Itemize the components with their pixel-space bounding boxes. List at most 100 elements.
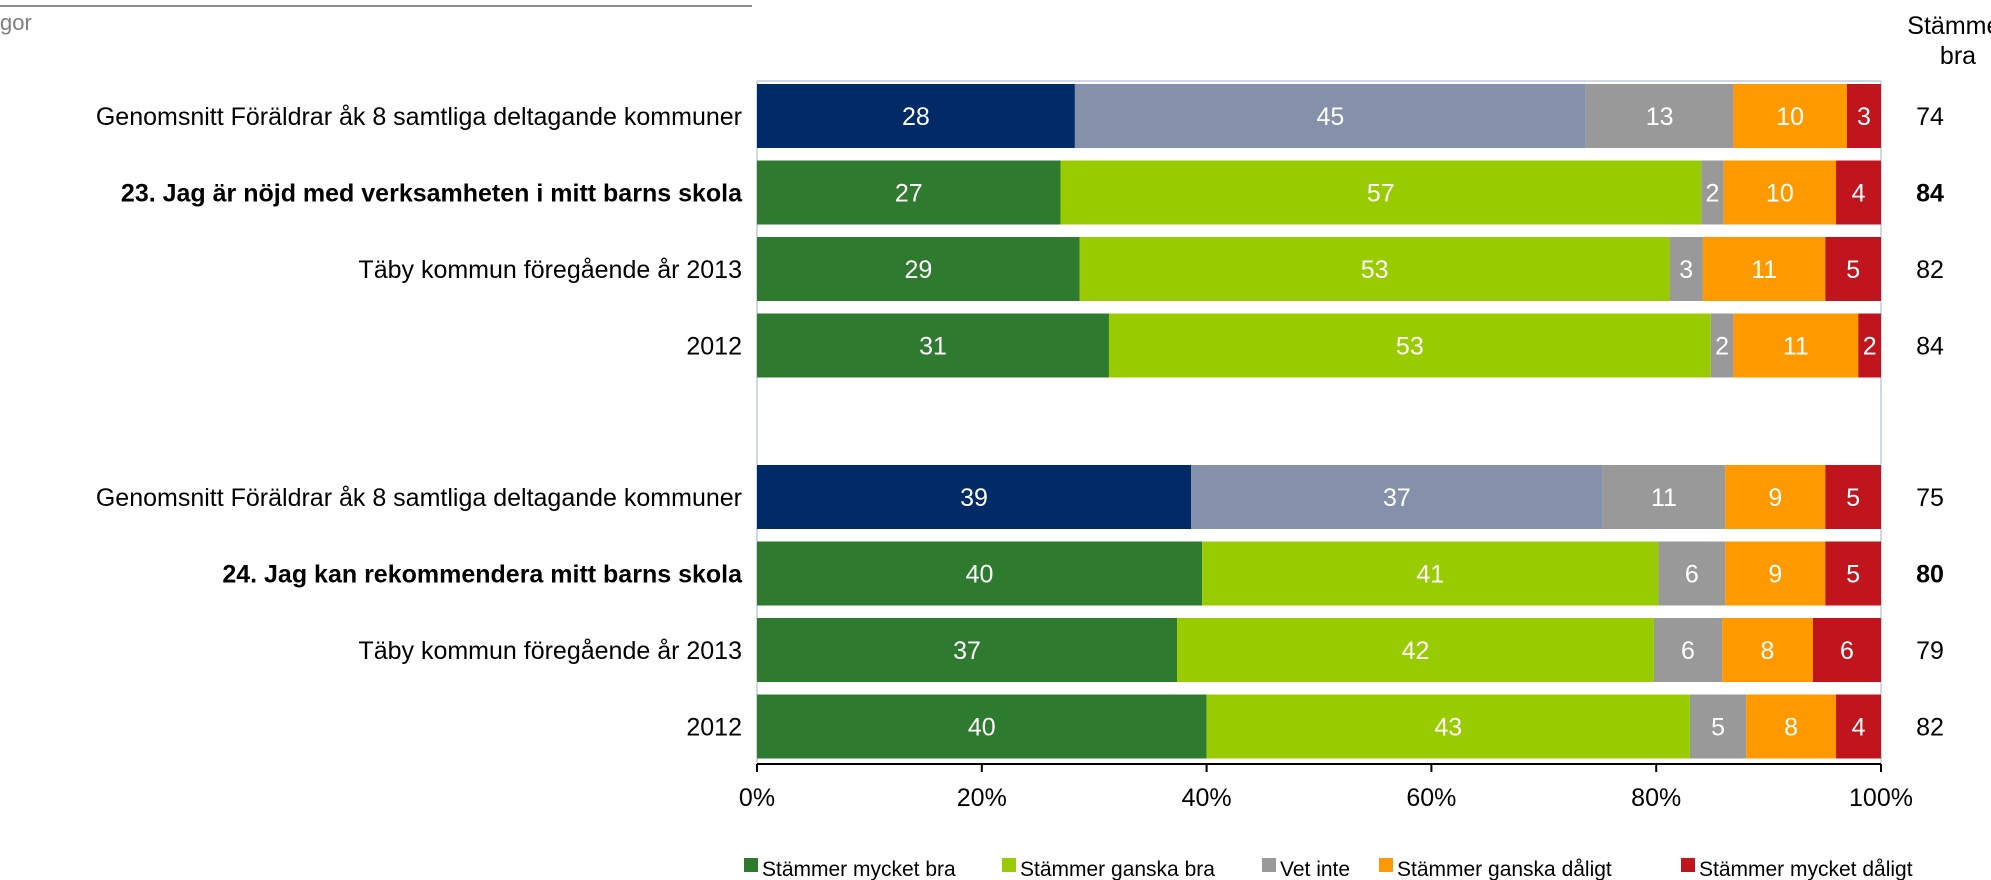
stammer-bra-value: 75 (1916, 484, 1944, 512)
bar-segment-st-mmer-ganska-bra (1074, 84, 1586, 148)
data-label: 37 (1383, 484, 1411, 512)
bar-segment-st-mmer-mycket-bra (757, 694, 1207, 759)
category-label: Genomsnitt Föräldrar åk 8 samtliga delta… (96, 484, 742, 512)
bar-segment-st-mmer-ganska-d-ligt (1723, 160, 1837, 225)
data-label: 9 (1768, 484, 1782, 512)
bar-segment-st-mmer-ganska-bra (1177, 618, 1654, 682)
data-label: 53 (1361, 256, 1389, 284)
data-label: 4 (1852, 180, 1866, 208)
data-label: 10 (1766, 180, 1794, 208)
data-label: 28 (902, 103, 930, 131)
category-label: 23. Jag är nöjd med verksamheten i mitt … (121, 180, 743, 208)
bar-segment-st-mmer-mycket-d-ligt (1858, 313, 1881, 378)
bar-segment-st-mmer-mycket-bra (757, 84, 1075, 148)
bar-segment-vet-inte (1710, 313, 1734, 378)
bar-segment-st-mmer-mycket-d-ligt (1812, 618, 1881, 682)
bar-segment-st-mmer-mycket-d-ligt (1825, 465, 1881, 529)
data-label: 57 (1367, 180, 1395, 208)
data-label: 45 (1316, 103, 1344, 131)
stammer-bra-value: 82 (1916, 256, 1944, 284)
data-label: 5 (1846, 484, 1860, 512)
data-label: 41 (1416, 561, 1444, 589)
category-label: Täby kommun föregående år 2013 (358, 637, 742, 665)
bar-segment-st-mmer-mycket-d-ligt (1836, 160, 1881, 225)
category-label: 2012 (686, 714, 742, 742)
column-header-stammer-bra: bra (1940, 42, 1976, 70)
data-label: 5 (1711, 714, 1725, 742)
data-label: 3 (1857, 103, 1871, 131)
bar-segment-vet-inte (1658, 541, 1726, 606)
data-label: 5 (1846, 561, 1860, 589)
x-tick-label: 40% (1182, 784, 1232, 812)
bar-segment-vet-inte (1585, 84, 1734, 148)
legend-swatch (1681, 858, 1695, 872)
data-label: 6 (1681, 637, 1695, 665)
data-label: 8 (1761, 637, 1775, 665)
bar-segment-st-mmer-mycket-bra (757, 541, 1203, 606)
legend-entry: Stämmer mycket dåligt (1699, 858, 1913, 880)
x-tick-label: 0% (739, 784, 775, 812)
data-label: 2 (1705, 180, 1719, 208)
category-label: Genomsnitt Föräldrar åk 8 samtliga delta… (96, 103, 742, 131)
bar-segment-st-mmer-ganska-bra (1079, 237, 1670, 301)
bar-segment-vet-inte (1689, 694, 1747, 759)
data-label: 11 (1783, 333, 1809, 361)
bar-segment-st-mmer-mycket-d-ligt (1825, 237, 1881, 301)
legend-entry: Vet inte (1280, 858, 1350, 880)
data-label: 13 (1646, 103, 1674, 131)
stammer-bra-value: 84 (1916, 333, 1944, 361)
data-label: 9 (1768, 561, 1782, 589)
bar-segment-vet-inte (1701, 160, 1724, 225)
legend-swatch (1262, 858, 1276, 872)
stammer-bra-value: 80 (1916, 561, 1944, 589)
data-label: 40 (966, 561, 994, 589)
legend-swatch (1002, 858, 1016, 872)
stammer-bra-value: 74 (1916, 103, 1944, 131)
bar-segment-st-mmer-mycket-bra (757, 160, 1061, 225)
bar-segment-st-mmer-ganska-d-ligt (1733, 84, 1847, 148)
category-label: 2012 (686, 333, 742, 361)
data-label: 31 (919, 333, 947, 361)
bar-segment-st-mmer-ganska-d-ligt (1722, 618, 1813, 682)
data-label: 11 (1651, 484, 1677, 512)
legend-swatch (1379, 858, 1393, 872)
data-label: 8 (1784, 714, 1798, 742)
header-rule (0, 5, 752, 7)
bar-segment-st-mmer-mycket-bra (757, 618, 1178, 682)
data-label: 53 (1396, 333, 1424, 361)
legend-entry: Stämmer mycket bra (762, 858, 956, 880)
bar-segment-vet-inte (1669, 237, 1703, 301)
x-tick-label: 60% (1406, 784, 1456, 812)
x-tick-label: 80% (1631, 784, 1681, 812)
data-label: 3 (1679, 256, 1693, 284)
legend-entry: Stämmer ganska bra (1020, 858, 1215, 880)
data-label: 11 (1751, 256, 1777, 284)
data-label: 39 (960, 484, 988, 512)
data-label: 42 (1402, 637, 1430, 665)
bar-segment-st-mmer-ganska-bra (1206, 694, 1690, 759)
bar-segment-st-mmer-ganska-bra (1108, 313, 1711, 378)
x-tick-label: 20% (957, 784, 1007, 812)
bar-segment-st-mmer-mycket-bra (757, 465, 1192, 529)
legend-swatch (744, 858, 758, 872)
legend-entry: Stämmer ganska dåligt (1397, 858, 1612, 880)
bar-segment-vet-inte (1653, 618, 1723, 682)
column-header-stammer-bra: Stämmer (1907, 12, 1991, 40)
data-label: 2 (1715, 333, 1729, 361)
bar-segment-st-mmer-ganska-d-ligt (1746, 694, 1837, 759)
bar-segment-vet-inte (1602, 465, 1726, 529)
bar-segment-st-mmer-ganska-bra (1202, 541, 1659, 606)
bar-segment-st-mmer-ganska-bra (1060, 160, 1702, 225)
data-label: 4 (1852, 714, 1866, 742)
data-label: 27 (895, 180, 923, 208)
bar-segment-st-mmer-mycket-bra (757, 237, 1080, 301)
data-label: 6 (1685, 561, 1699, 589)
bar-segment-st-mmer-ganska-d-ligt (1725, 465, 1826, 529)
category-label: Täby kommun föregående år 2013 (358, 256, 742, 284)
data-label: 29 (904, 256, 932, 284)
bar-segment-st-mmer-mycket-d-ligt (1825, 541, 1881, 606)
category-label: 24. Jag kan rekommendera mitt barns skol… (222, 561, 743, 589)
header-fragment: gor (0, 10, 32, 35)
bar-segment-st-mmer-ganska-d-ligt (1702, 237, 1826, 301)
data-label: 43 (1434, 714, 1462, 742)
